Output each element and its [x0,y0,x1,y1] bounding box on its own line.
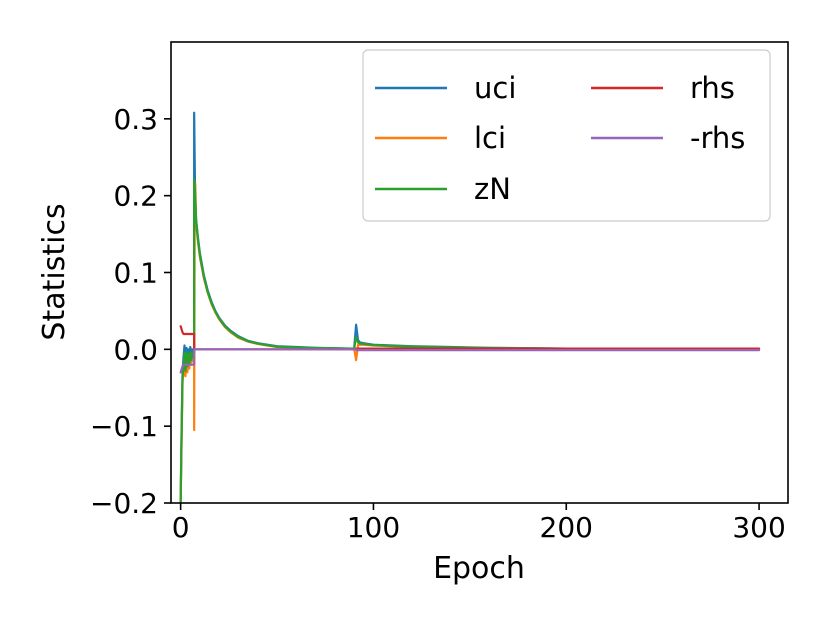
x-tick-label: 300 [732,511,785,544]
x-tick-label: 200 [540,511,593,544]
y-tick-label: 0.3 [113,103,158,136]
series-layer [179,111,761,503]
y-tick-label: −0.2 [90,487,158,520]
legend-label-zN-2: zN [474,172,511,206]
x-tick-label: 100 [347,511,400,544]
y-tick-label: −0.1 [90,410,158,443]
legend-frame [362,49,771,222]
x-axis-label: Epoch [433,551,525,586]
y-tick-label: 0.0 [113,333,158,366]
legend: uci lci zN rhs -rhs [362,49,771,222]
legend-label-lci-1: lci [474,121,506,155]
y-tick-label: 0.1 [113,257,158,290]
y-axis-label: Statistics [37,203,72,340]
series-line-zN-2 [179,177,761,503]
legend-label-rhs-3: rhs [690,71,735,105]
series-line-rhs-4 [179,348,761,374]
legend-label-uci-0: uci [474,71,516,105]
y-tick-label: 0.2 [113,180,158,213]
x-tick-label: 0 [172,511,190,544]
x-axis: 0 100 200 300 [172,503,786,544]
y-axis: −0.2 −0.1 0.0 0.1 0.2 0.3 [90,103,171,520]
legend-label-rhs-4: -rhs [690,121,745,155]
